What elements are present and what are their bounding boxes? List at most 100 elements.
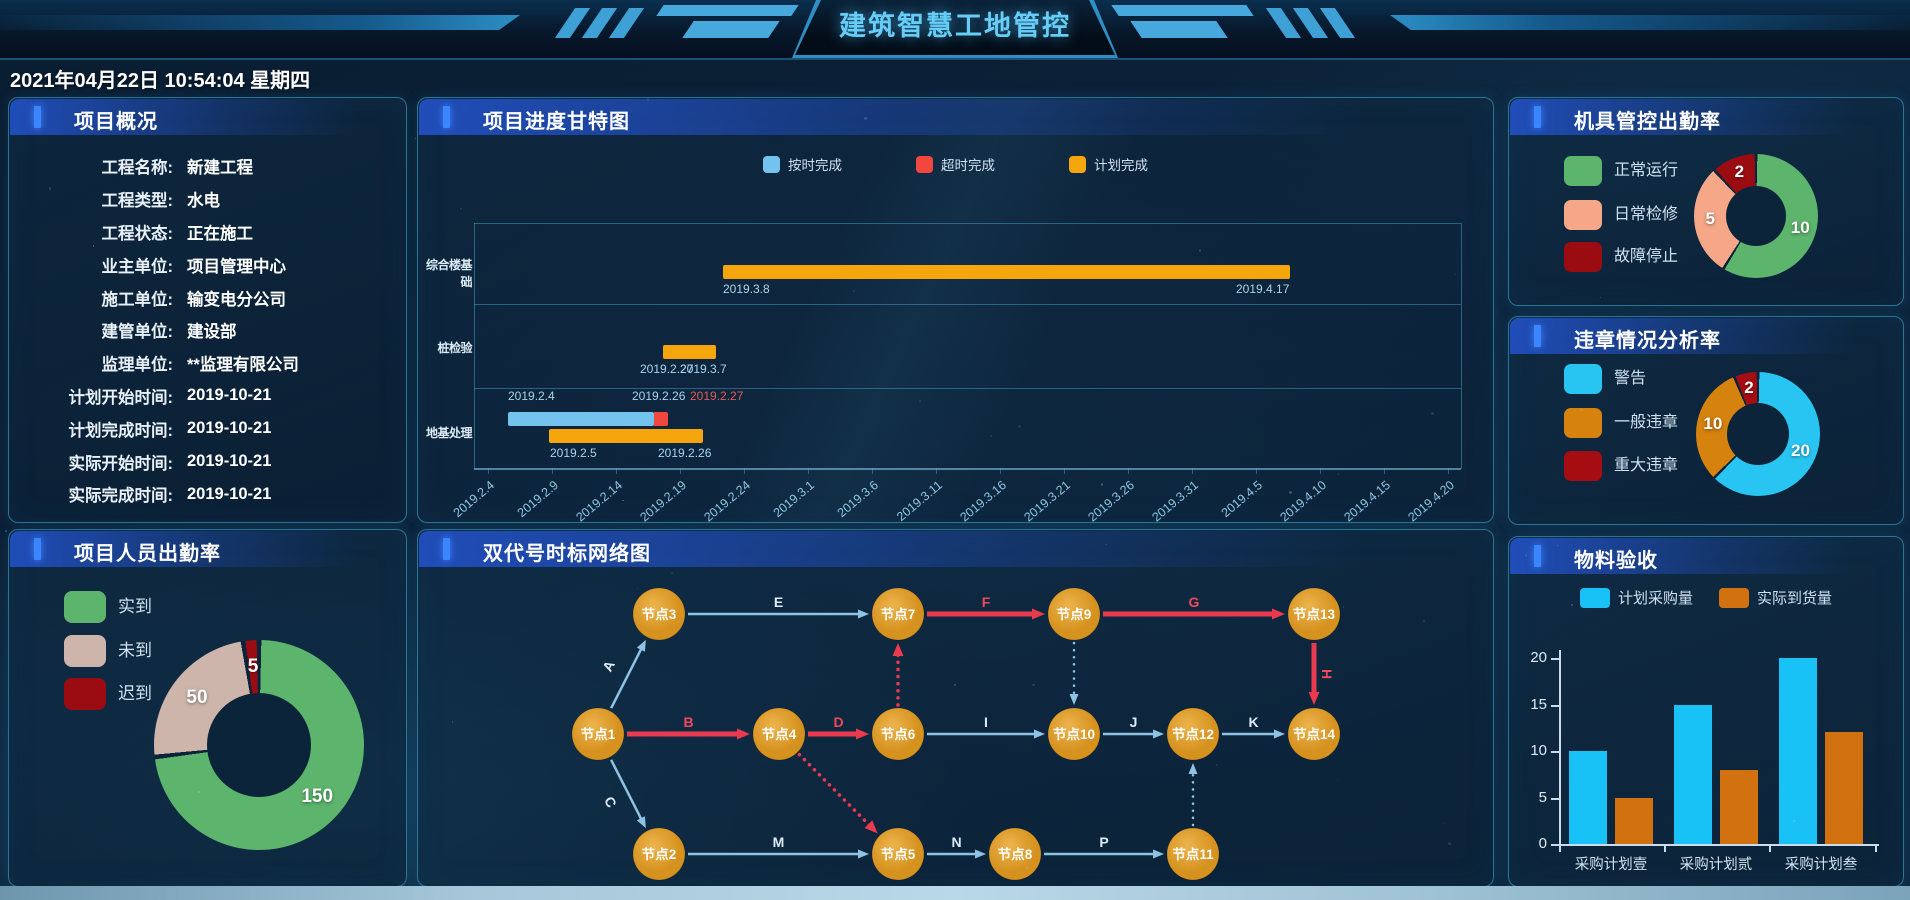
x-axis-tick-label: 2019.2.19 <box>637 478 689 525</box>
arrowhead-icon <box>1032 608 1045 620</box>
legend-item[interactable]: 故障停止 <box>1564 242 1678 272</box>
legend-item[interactable]: 重大违章 <box>1564 451 1678 481</box>
x-category-label: 采购计划壹 <box>1574 857 1648 873</box>
svg-text:节点12: 节点12 <box>1172 726 1214 742</box>
network-node[interactable]: 节点8 <box>988 827 1042 881</box>
background-dot <box>1289 491 1292 494</box>
network-node[interactable]: 节点9 <box>1047 587 1101 641</box>
x-axis-tick-label: 2019.4.10 <box>1277 478 1329 525</box>
bar-实际到货量 <box>1720 769 1758 844</box>
network-node[interactable]: 节点14 <box>1287 707 1341 761</box>
legend-item[interactable]: 一般违章 <box>1564 408 1678 438</box>
network-node[interactable]: 节点3 <box>632 587 686 641</box>
legend-item[interactable]: 计划完成 <box>1069 154 1148 174</box>
grid-line <box>1320 468 1321 474</box>
background-dot <box>1336 778 1339 781</box>
svg-text:节点8: 节点8 <box>998 846 1033 862</box>
legend-item[interactable]: 实际到货量 <box>1719 587 1832 608</box>
network-node[interactable]: 节点13 <box>1287 587 1341 641</box>
network-node[interactable]: 节点2 <box>632 827 686 881</box>
gantt-row-label: 综合楼基础 <box>425 258 473 289</box>
background-dot <box>1571 604 1574 607</box>
info-value: 新建工程 <box>187 159 253 178</box>
grid-line <box>1551 844 1559 846</box>
donut-value-label: 50 <box>186 686 208 708</box>
network-node[interactable]: 节点5 <box>871 827 925 881</box>
legend-label: 未到 <box>118 641 152 660</box>
info-value: 2019-10-21 <box>187 386 272 405</box>
network-node[interactable]: 节点7 <box>871 587 925 641</box>
legend-item[interactable]: 计划采购量 <box>1579 587 1693 608</box>
info-value: 水电 <box>187 192 220 211</box>
legend-label: 故障停止 <box>1614 248 1679 265</box>
legend-item[interactable]: 正常运行 <box>1564 156 1678 186</box>
info-label: 业主单位: <box>101 257 174 276</box>
arrowhead-icon <box>636 816 646 829</box>
legend-item[interactable]: 迟到 <box>64 678 152 710</box>
legend-swatch <box>64 678 106 710</box>
edge-label: K <box>1248 714 1258 730</box>
network-node[interactable]: 节点12 <box>1166 707 1220 761</box>
background-dot <box>1454 274 1456 276</box>
info-label: 实际完成时间: <box>68 487 174 506</box>
gantt-bar-date: 2019.2.26 <box>632 389 686 403</box>
edge-label: A <box>599 658 618 674</box>
background-dot <box>1216 764 1218 766</box>
grid-line <box>872 468 873 474</box>
background-dot <box>414 137 417 140</box>
datetime-display: 2021年04月22日 10:54:04 星期四 <box>10 70 311 92</box>
grid-line <box>1448 468 1449 474</box>
x-axis-tick-label: 2019.4.20 <box>1405 478 1457 525</box>
background-dot <box>1025 867 1028 870</box>
background-dot <box>1447 842 1451 845</box>
legend-item[interactable]: 超时完成 <box>916 154 995 174</box>
project-info-row: 监理单位: **监理有限公司 <box>23 347 398 380</box>
arrowhead-icon <box>636 639 646 652</box>
edge-label: G <box>1189 594 1200 610</box>
panel-title: 物料验收 <box>1574 550 1658 572</box>
bar-计划采购量 <box>1779 658 1817 844</box>
grid-line <box>1192 468 1193 474</box>
x-axis-tick-label: 2019.3.31 <box>1149 478 1201 525</box>
x-axis-tick-label: 2019.2.14 <box>573 478 625 525</box>
network-node[interactable]: 节点4 <box>752 707 806 761</box>
edge-label: D <box>833 714 843 730</box>
network-node[interactable]: 节点11 <box>1166 827 1220 881</box>
arrowhead-icon <box>856 728 869 740</box>
title-accent-bar <box>443 538 450 560</box>
background-dot <box>1579 408 1583 412</box>
network-node[interactable]: 节点1 <box>571 707 625 761</box>
info-value: 输变电分公司 <box>187 290 286 309</box>
edge-label: C <box>601 794 620 810</box>
info-value: 2019-10-21 <box>187 452 272 471</box>
arrowhead-icon <box>1272 608 1285 620</box>
grid-line <box>936 468 937 474</box>
page-header: 建筑智慧工地管控 <box>0 0 1910 60</box>
panel-violation-analysis: 违章情况分析率 20 10 2 警告 一般违章 重大违章 <box>1508 316 1904 525</box>
bar-实际到货量 <box>1825 732 1863 844</box>
network-edge <box>610 646 644 709</box>
title-accent-bar <box>1534 545 1541 567</box>
donut-value-label: 2 <box>1734 162 1745 182</box>
background-dot <box>1557 544 1559 546</box>
background-dot <box>852 289 856 293</box>
x-axis-tick-label: 2019.4.5 <box>1218 478 1265 521</box>
legend-item[interactable]: 实到 <box>64 591 152 623</box>
network-node[interactable]: 节点10 <box>1047 707 1101 761</box>
background-dot <box>954 684 956 686</box>
legend-item[interactable]: 未到 <box>64 635 152 667</box>
legend-item[interactable]: 警告 <box>1564 364 1646 394</box>
arrowhead-icon <box>737 728 750 740</box>
background-dot <box>1599 296 1601 298</box>
background-dot <box>452 721 454 723</box>
legend-item[interactable]: 日常检修 <box>1564 200 1678 230</box>
info-label: 建管单位: <box>101 323 174 342</box>
network-node[interactable]: 节点6 <box>871 707 925 761</box>
panel-title: 项目进度甘特图 <box>483 111 630 133</box>
y-axis-label: 10 <box>1530 742 1547 759</box>
legend-swatch <box>763 155 780 173</box>
legend-item[interactable]: 按时完成 <box>763 154 842 174</box>
legend-swatch <box>1564 364 1602 394</box>
svg-text:节点7: 节点7 <box>881 606 916 622</box>
panel-title: 违章情况分析率 <box>1574 330 1721 352</box>
